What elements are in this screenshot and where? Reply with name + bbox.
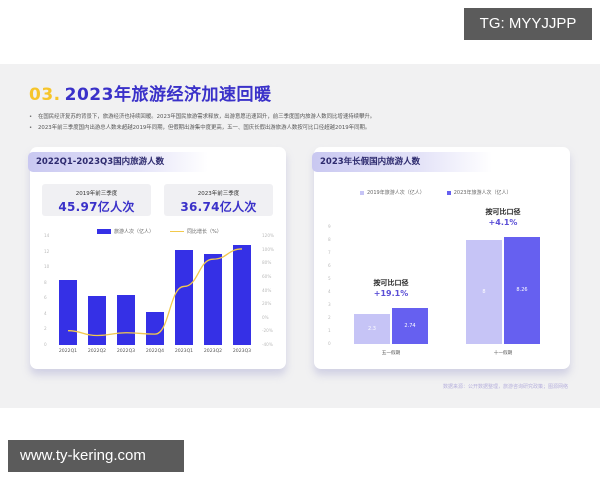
annotation-label: 按可比口径	[373, 279, 409, 288]
x-axis-label: 2022Q3	[116, 349, 136, 354]
section-number: 03.	[29, 85, 61, 105]
bar-2022Q4	[146, 312, 164, 345]
watermark-bottom: www.ty-kering.com	[8, 440, 184, 472]
x-axis-label: 2022Q4	[145, 349, 165, 354]
data-source: 数据来源：公开数据整理，旅游咨询研究政策；图源网络	[442, 384, 568, 390]
stat-2019: 2019年前三季度 45.97亿人次	[42, 184, 151, 216]
slide-title: 03. 2023年旅游经济加速回暖	[29, 80, 271, 105]
annotation-value: +4.1%	[488, 217, 518, 227]
bar-2019-1: 8	[466, 240, 502, 344]
bar-2023-1: 8.26	[504, 236, 540, 344]
y-axis-tick: 8	[44, 279, 47, 285]
y-axis-tick: 4	[328, 289, 331, 294]
domestic-tourism-card: 2022Q1-2023Q3国内旅游人数 2019年前三季度 45.97亿人次 2…	[28, 147, 286, 369]
y-axis-tick: 2	[328, 315, 331, 320]
x-axis-label: 2023Q3	[232, 349, 252, 354]
holiday-bar-chart: 0 1 2 3 4 5 6 7 8 9 2.3 2.74 五一假期 按可比口径 +19.1% 8 8.26 十一假…	[314, 147, 570, 369]
x-axis-label: 2022Q1	[58, 349, 78, 354]
slide: 03.2023年旅游经济加速回暖 在国民经济复苏的背景下，旅游经济也持续回暖。2…	[0, 64, 600, 408]
bar-2023Q1	[175, 250, 193, 345]
bar-2022Q2	[88, 296, 106, 345]
x-axis-label: 2023Q2	[203, 349, 223, 354]
y-axis-tick: 2	[44, 326, 47, 332]
growth-annotation: 按可比口径 +19.1%	[356, 278, 426, 298]
yoy-growth-line	[67, 248, 243, 337]
legend-swatch-2023	[446, 190, 451, 195]
y2-axis-tick: -40%	[262, 342, 273, 347]
bar-2023Q3	[233, 244, 251, 345]
y-axis-tick: 6	[328, 263, 331, 268]
y-axis-tick: 0	[328, 341, 331, 346]
annotation-value: +19.1%	[373, 289, 409, 299]
tourism-combo-chart: 0 2 4 6 8 10 12 14 -40% -20% 0% 20% 40% 60% 80% 100% 120…	[30, 147, 286, 369]
annotation-label: 按可比口径	[485, 207, 521, 216]
y-axis-tick: 0	[44, 342, 47, 347]
bar-2023-0: 2.74	[392, 308, 428, 344]
y-axis-tick: 8	[328, 237, 331, 242]
y-axis-tick: 3	[328, 302, 331, 307]
stat-value: 45.97亿人次	[58, 200, 135, 214]
y-axis-tick: 12	[44, 248, 50, 254]
bar-2019-0: 2.3	[354, 314, 390, 344]
y-axis-tick: 5	[328, 276, 331, 281]
y-axis-tick: 6	[44, 295, 47, 301]
y2-axis-tick: 20%	[262, 301, 272, 307]
holiday-tourism-card: 2023年长假国内旅游人数 2019年旅游人次（亿人） 2023年旅游人次（亿人…	[312, 147, 570, 369]
y-axis-tick: 7	[328, 250, 331, 255]
bar-value: 2.74	[404, 323, 416, 330]
stat-label: 2023年前三季度	[197, 191, 240, 197]
y2-axis-tick: 0%	[262, 314, 269, 320]
y-axis-tick: 4	[44, 310, 47, 316]
bar-2023Q2	[204, 254, 222, 345]
x-axis-label: 十一假期	[493, 351, 513, 356]
bar-value: 8	[482, 289, 486, 295]
bar-2022Q1	[59, 280, 77, 345]
legend-swatch-line	[170, 230, 185, 233]
card-header: 2022Q1-2023Q3国内旅游人数	[28, 152, 208, 172]
stat-label: 2019年前三季度	[75, 191, 118, 197]
y-axis-tick: 1	[328, 328, 331, 333]
title-text: 2023年旅游经济加速回暖	[64, 85, 272, 105]
chart-legend: 旅游人次（亿人） 同比增长（%）	[97, 228, 238, 235]
legend-line: 同比增长（%）	[170, 228, 222, 235]
growth-annotation: 按可比口径 +4.1%	[468, 207, 538, 227]
legend-swatch-2019	[360, 190, 364, 195]
y-axis-tick: 9	[328, 224, 331, 229]
chart-legend: 2019年旅游人次（亿人） 2023年旅游人次（亿人）	[360, 189, 527, 196]
y2-axis-tick: -20%	[262, 328, 273, 334]
stat-2023: 2023年前三季度 36.74亿人次	[164, 184, 273, 216]
card-header: 2023年长假国内旅游人数	[312, 152, 492, 172]
bullet-item: 2023年前三季度国内出游总人数未超越2019年同期，但假期出游集中度更高，五一…	[29, 123, 589, 134]
y2-axis-tick: 100%	[262, 246, 274, 252]
bar-value: 2.3	[368, 326, 376, 333]
legend-swatch-bar	[97, 229, 111, 234]
legend-2023: 2023年旅游人次（亿人）	[446, 189, 511, 196]
x-axis-label: 2023Q1	[174, 349, 194, 354]
y2-axis-tick: 80%	[262, 260, 272, 266]
stat-value: 36.74亿人次	[180, 200, 257, 214]
bullet-item: 在国民经济复苏的背景下，旅游经济也持续回暖。2023年国民旅游需求释放，出游意愿…	[29, 112, 589, 123]
bar-value: 8.26	[516, 287, 528, 294]
y2-axis-tick: 40%	[262, 287, 272, 293]
y-axis-tick: 10	[44, 264, 50, 270]
y-axis-tick: 14	[44, 233, 50, 238]
legend-2019: 2019年旅游人次（亿人）	[360, 189, 425, 196]
legend-bar: 旅游人次（亿人）	[97, 228, 154, 235]
y2-axis-tick: 120%	[262, 233, 274, 238]
x-axis-label: 五一假期	[381, 351, 401, 356]
bullet-list: 在国民经济复苏的背景下，旅游经济也持续回暖。2023年国民旅游需求释放，出游意愿…	[29, 112, 589, 134]
watermark-top: TG: MYYJJPP	[464, 8, 592, 40]
y2-axis-tick: 60%	[262, 273, 272, 279]
x-axis-label: 2022Q2	[87, 349, 107, 354]
